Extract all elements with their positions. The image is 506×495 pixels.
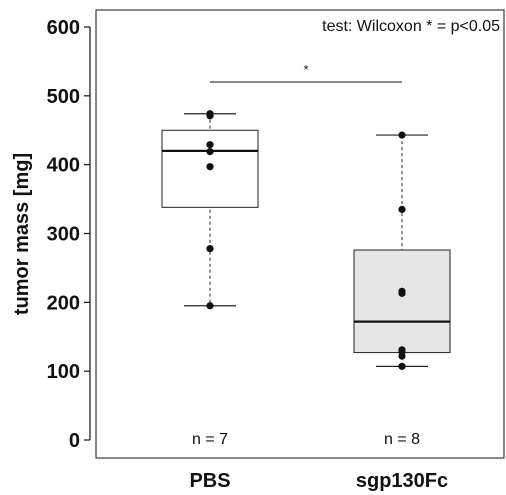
data-point — [206, 163, 214, 171]
data-point — [398, 289, 406, 297]
data-point — [206, 302, 214, 310]
iqr-box — [353, 249, 451, 354]
test-annotation: test: Wilcoxon * = p<0.05 — [322, 18, 500, 35]
y-tick-label: 200 — [47, 292, 80, 314]
data-point — [398, 362, 406, 370]
x-category-label: sgp130Fc — [356, 470, 448, 492]
box-sgp130fc: n = 8 — [353, 131, 451, 448]
data-point — [398, 205, 406, 214]
n-label: n = 8 — [384, 431, 420, 448]
significance-star: * — [303, 62, 308, 77]
y-tick-label: 0 — [69, 430, 80, 452]
y-tick-label: 600 — [47, 17, 80, 39]
boxes: n = 7 n = 8 — [161, 110, 451, 448]
data-point — [398, 131, 406, 139]
y-tick-label: 400 — [47, 155, 80, 177]
box-pbs: n = 7 — [161, 110, 259, 448]
data-point — [398, 352, 406, 360]
y-tick-label: 100 — [47, 361, 80, 383]
y-axis: 0 100 200 300 400 500 600 — [47, 17, 91, 452]
y-axis-label: tumor mass [mg] — [11, 153, 33, 315]
y-tick-label: 500 — [47, 86, 80, 108]
y-tick-label: 300 — [47, 224, 80, 246]
x-category-label: PBS — [189, 470, 230, 492]
x-axis-categories: PBS sgp130Fc — [189, 470, 448, 492]
data-point — [206, 141, 214, 149]
significance-bracket: * — [210, 62, 402, 83]
data-point — [206, 245, 214, 253]
plot-frame — [95, 9, 505, 459]
data-point — [206, 112, 214, 120]
n-label: n = 7 — [192, 431, 228, 448]
data-point — [206, 147, 214, 156]
